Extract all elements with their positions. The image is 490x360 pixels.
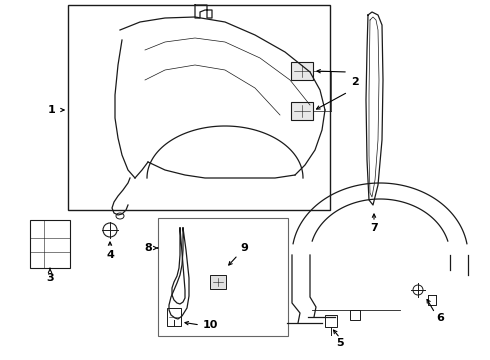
Text: 9: 9 xyxy=(240,243,248,253)
Bar xyxy=(68,5,330,210)
Text: 6: 6 xyxy=(436,313,444,323)
Bar xyxy=(167,308,181,326)
Bar xyxy=(325,315,337,327)
Bar xyxy=(350,310,360,320)
Bar xyxy=(291,62,313,80)
Text: 1: 1 xyxy=(48,105,56,115)
Text: 4: 4 xyxy=(106,250,114,260)
FancyBboxPatch shape xyxy=(30,220,70,268)
Text: 5: 5 xyxy=(336,338,344,348)
Text: 7: 7 xyxy=(370,223,378,233)
Bar xyxy=(158,218,288,336)
Text: 2: 2 xyxy=(351,77,359,87)
Bar xyxy=(210,275,226,289)
Bar xyxy=(291,102,313,120)
Text: 3: 3 xyxy=(46,273,54,283)
Text: 8: 8 xyxy=(144,243,152,253)
Text: 10: 10 xyxy=(202,320,218,330)
